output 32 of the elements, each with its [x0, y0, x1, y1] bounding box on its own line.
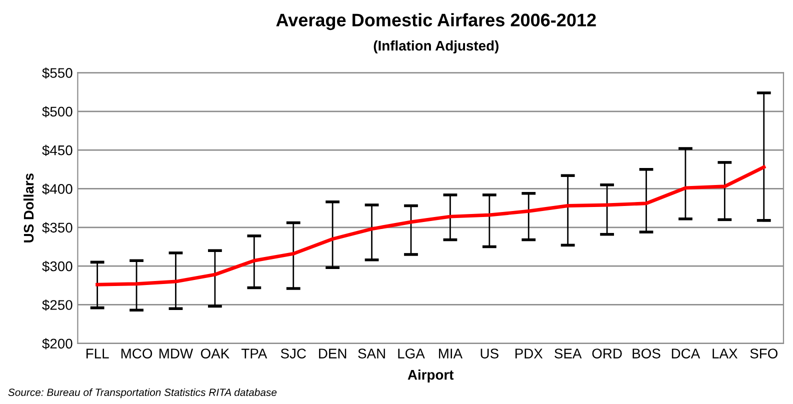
x-tick-label: SJC: [280, 348, 306, 358]
y-tick-label: $550: [42, 67, 72, 79]
y-tick-label: $300: [42, 260, 72, 272]
x-tick-label: US: [480, 348, 498, 358]
x-tick-label: DCA: [672, 348, 700, 358]
y-tick-label: $400: [42, 183, 72, 195]
y-tick-label: $500: [42, 106, 72, 118]
x-tick-label: ORD: [592, 348, 622, 358]
x-tick-label: MCO: [121, 348, 152, 358]
source-note: Source: Bureau of Transportation Statistics RITA database: [8, 388, 277, 398]
x-tick-label: MIA: [438, 348, 463, 358]
chart-subtitle: (Inflation Adjusted): [374, 40, 498, 54]
x-tick-label: OAK: [200, 348, 230, 358]
x-tick-label: SAN: [358, 348, 385, 358]
x-tick-label: TPA: [241, 348, 268, 358]
x-tick-label: LAX: [712, 348, 738, 358]
x-tick-label: LGA: [398, 348, 425, 358]
x-tick-label: SEA: [554, 348, 582, 358]
y-tick-label: $250: [42, 299, 72, 311]
x-tick-label: BOS: [632, 348, 660, 358]
x-tick-label: FLL: [86, 348, 109, 358]
x-tick-label: PDX: [515, 348, 543, 358]
chart-title: Average Domestic Airfares 2006-2012: [276, 13, 596, 30]
x-axis-title: Airport: [408, 370, 454, 382]
line-series: [96, 165, 766, 286]
x-tick-label: MDW: [160, 348, 194, 358]
y-tick-label: $350: [42, 222, 72, 234]
y-tick-label: $200: [42, 338, 72, 350]
y-tick-label: $450: [42, 144, 72, 156]
x-tick-label: DEN: [319, 348, 346, 358]
y-axis-title: US Dollars: [23, 174, 34, 242]
x-tick-label: SFO: [750, 348, 778, 358]
